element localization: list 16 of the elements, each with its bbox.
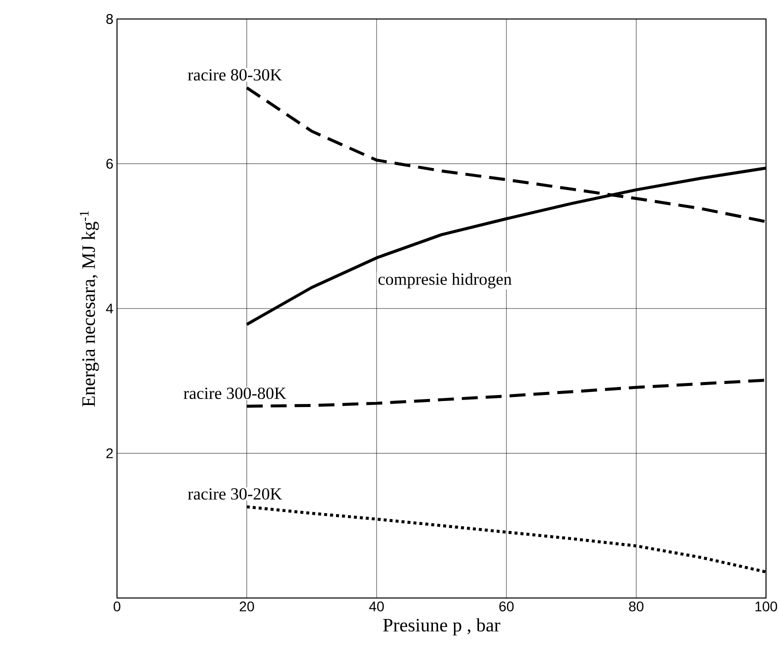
series-label: compresie hidrogen bbox=[378, 272, 512, 288]
y-tick-label: 4 bbox=[106, 304, 114, 314]
x-tick-label: 80 bbox=[629, 602, 644, 612]
y-tick-label: 6 bbox=[106, 158, 113, 169]
x-tick-label: 60 bbox=[499, 602, 514, 612]
series-label: racire 30-20K bbox=[188, 488, 282, 500]
series-label: racire 80-30K bbox=[188, 69, 282, 81]
x-tick-label: 0 bbox=[114, 602, 120, 612]
x-tick-label: 40 bbox=[369, 602, 384, 612]
x-tick-label: 20 bbox=[240, 602, 254, 612]
y-tick-label: 2 bbox=[106, 448, 113, 458]
y-axis-title: Energia necesara, MJ kg$^{-1}$ bbox=[80, 211, 99, 407]
series-label: racire 300-80K bbox=[184, 388, 286, 400]
y-tick-label: 8 bbox=[106, 14, 113, 24]
x-axis-title: Presiune p , bar bbox=[383, 618, 500, 636]
x-tick-label: 100 bbox=[755, 602, 778, 612]
